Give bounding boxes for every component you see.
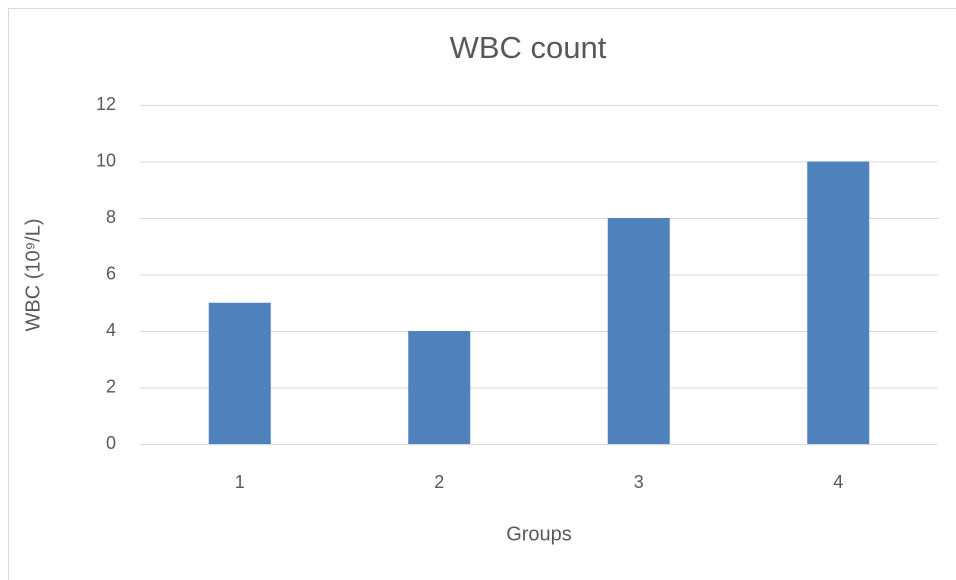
- x-tick-label: 2: [434, 472, 444, 492]
- bar: [607, 218, 670, 444]
- x-axis-label: Groups: [506, 523, 572, 545]
- x-tick-label: 4: [833, 472, 843, 492]
- y-tick-label: 8: [106, 207, 116, 227]
- bar: [807, 161, 870, 444]
- y-tick-label: 0: [106, 433, 116, 453]
- bar: [408, 331, 471, 444]
- y-axis-label: WBC (10⁹/L): [22, 218, 44, 331]
- y-tick-label: 6: [106, 263, 116, 283]
- chart-frame: [8, 8, 956, 580]
- x-tick-label: 1: [235, 472, 245, 492]
- y-tick-label: 4: [106, 320, 116, 340]
- bar: [208, 302, 271, 444]
- y-tick-label: 12: [96, 94, 116, 114]
- chart-title: WBC count: [450, 30, 607, 65]
- x-tick-label: 3: [634, 472, 644, 492]
- y-tick-label: 10: [96, 150, 116, 170]
- y-tick-label: 2: [106, 376, 116, 396]
